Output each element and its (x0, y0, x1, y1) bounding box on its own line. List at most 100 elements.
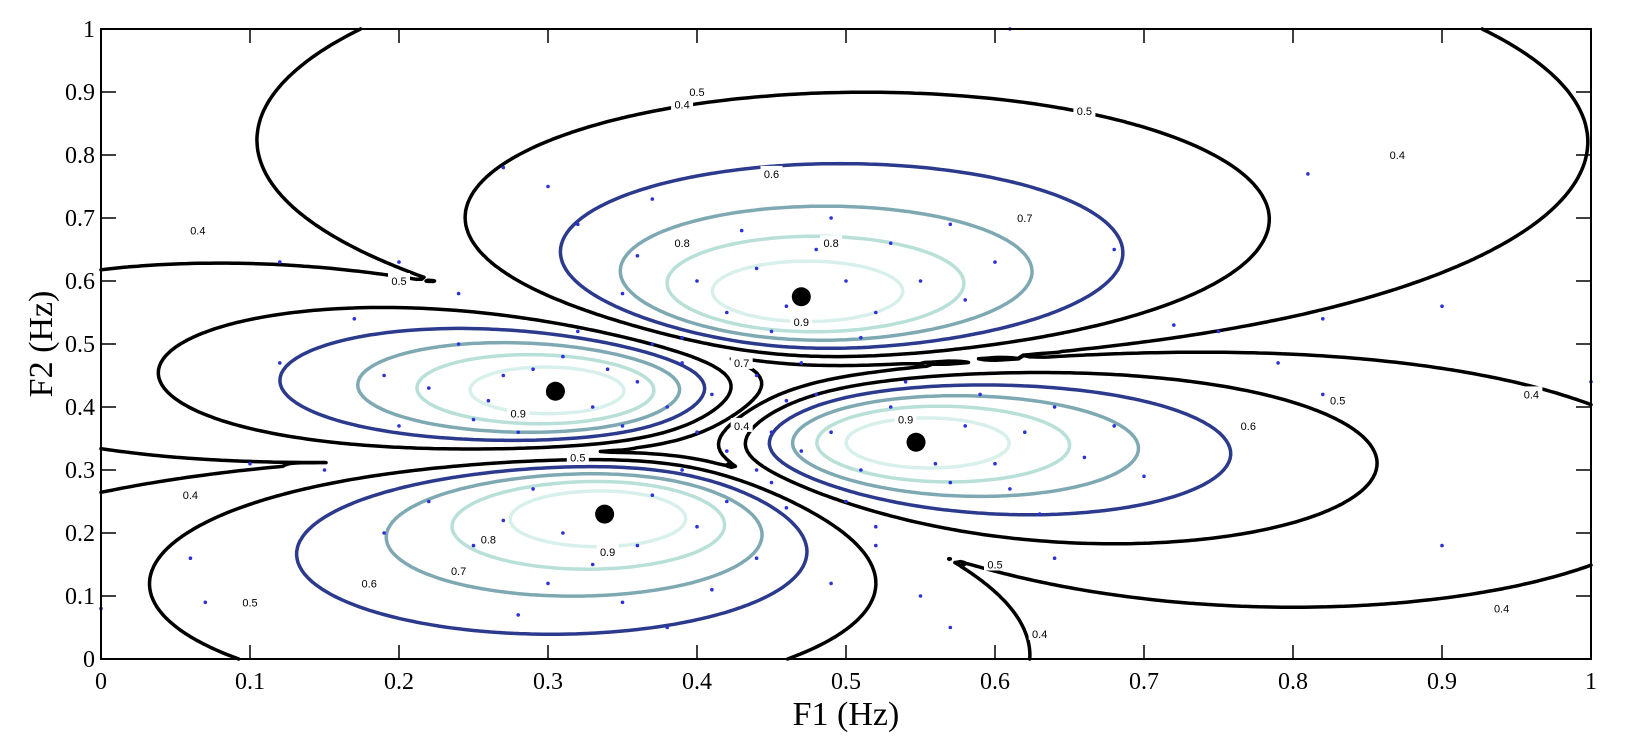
data-point (427, 499, 431, 504)
data-point (1216, 329, 1221, 334)
data-point (1112, 424, 1116, 428)
y-tick-label: 0.2 (65, 521, 95, 547)
x-tick-label: 0.7 (1129, 669, 1159, 695)
data-point (844, 499, 848, 504)
data-point (784, 304, 789, 309)
y-tick-label: 0 (83, 647, 95, 673)
data-point (397, 260, 401, 264)
data-point (650, 197, 655, 201)
contour-label-background (239, 594, 261, 609)
contour-label: 0.5 (1330, 396, 1345, 408)
contour-label-background (730, 354, 753, 369)
data-point (546, 581, 550, 586)
data-point (1172, 323, 1176, 327)
data-point (635, 380, 640, 384)
data-point (1112, 247, 1116, 252)
contour-line-0.6 (278, 161, 1233, 637)
contour-label: 0.9 (898, 415, 913, 427)
x-tick-label: 0.1 (235, 669, 265, 695)
data-point (859, 468, 863, 472)
contour-label-background (984, 556, 1006, 571)
contour-label-background (1013, 210, 1036, 224)
cluster-center-marker (906, 432, 926, 452)
data-point (888, 241, 893, 245)
data-point (814, 247, 818, 252)
data-point (590, 405, 595, 409)
contour-label-background (186, 222, 209, 237)
x-tick-label: 0.3 (533, 669, 563, 695)
contour-label: 0.4 (1494, 604, 1509, 616)
contour-label: 0.4 (1390, 150, 1405, 162)
data-point (874, 524, 878, 529)
contour-label: 0.9 (794, 317, 809, 329)
data-point (829, 430, 833, 435)
cluster-centers (545, 287, 926, 524)
data-point (352, 317, 357, 321)
contour-label: 0.5 (570, 452, 585, 464)
y-tick-label: 0.4 (65, 395, 95, 421)
data-point (456, 291, 461, 296)
data-point (605, 367, 610, 372)
data-point (1306, 172, 1310, 176)
data-point (501, 373, 506, 378)
contour-label-background (507, 405, 530, 420)
data-point (590, 562, 595, 567)
data-point (739, 228, 744, 233)
data-point (665, 405, 669, 409)
data-point (799, 449, 804, 453)
data-point (680, 361, 684, 365)
contour-label-background (1386, 147, 1409, 161)
contour-line-0.7 (355, 204, 1141, 598)
data-point (769, 430, 774, 435)
contour-label-background (358, 575, 381, 590)
contour-label: 0.9 (511, 408, 526, 420)
contour-label: 0.4 (183, 490, 198, 502)
contour-label: 0.6 (362, 578, 377, 590)
data-point (456, 342, 461, 346)
contour-label: 0.8 (674, 238, 689, 250)
contour-label-background (894, 411, 917, 426)
data-point (948, 625, 953, 630)
x-tick-label: 0.4 (682, 669, 712, 695)
contour-label: 0.5 (689, 87, 704, 99)
data-point (918, 279, 923, 283)
contour-label-background (566, 449, 589, 464)
data-point (948, 222, 953, 227)
contour-label-background (1073, 102, 1096, 117)
contour-label: 0.5 (987, 560, 1002, 572)
data-point (620, 424, 625, 428)
data-point (799, 361, 804, 365)
cluster-center-marker (595, 504, 615, 524)
contour-line-0.9 (468, 259, 1012, 549)
data-point (576, 329, 580, 334)
data-point (754, 266, 759, 271)
data-point (620, 600, 625, 605)
contour-label-background (671, 235, 694, 250)
data-point (695, 279, 699, 283)
data-point (844, 279, 848, 283)
contour-label-background (1490, 600, 1513, 615)
contour-label-background (1326, 392, 1349, 407)
x-tick-label: 0.5 (831, 669, 861, 695)
data-point (695, 430, 699, 435)
x-tick-label: 0.2 (384, 669, 414, 695)
data-point (471, 417, 476, 422)
data-point (620, 291, 625, 296)
contour-label-background (596, 543, 619, 558)
x-tick-label: 0.9 (1427, 669, 1457, 695)
y-tick-label: 0.6 (65, 269, 95, 295)
data-point (1440, 304, 1444, 309)
data-point (516, 613, 520, 617)
data-point (918, 594, 923, 598)
data-point (278, 260, 282, 264)
data-point (769, 329, 774, 334)
contour-label: 0.4 (1032, 629, 1047, 641)
data-point (278, 361, 282, 365)
data-point (695, 524, 699, 529)
contour-label-background (477, 531, 500, 546)
y-tick-label: 0.1 (65, 584, 95, 610)
data-point (248, 461, 252, 466)
data-point (963, 424, 967, 428)
contour-label-background (686, 84, 708, 98)
